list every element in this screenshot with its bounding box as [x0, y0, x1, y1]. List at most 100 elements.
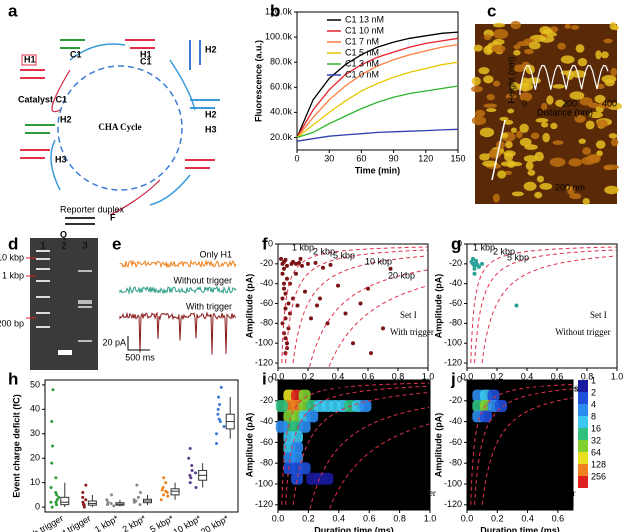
inset-tick: 400 [602, 98, 617, 108]
strand-label: H3 [205, 124, 217, 134]
afm-grain [552, 84, 565, 89]
guide-curve [474, 388, 573, 505]
point [297, 260, 301, 265]
series-line [296, 43, 459, 138]
annotation: With trigger [390, 327, 434, 337]
scale-line [491, 119, 506, 181]
y-tick-label: -20 [449, 258, 462, 268]
y-tick-label: 0 [35, 501, 40, 511]
band [78, 306, 92, 308]
afm-grain [513, 49, 521, 56]
point [51, 388, 55, 392]
point [109, 501, 113, 505]
afm-grain [528, 41, 541, 50]
x-tick-label: 0.2 [491, 371, 504, 381]
x-tick-label: 90 [389, 153, 399, 163]
point [343, 311, 348, 316]
guide-curve [309, 269, 428, 367]
point [218, 402, 222, 406]
y-tick-label: -60 [260, 437, 273, 447]
colorbar-cell [578, 440, 588, 452]
annotation: 2 kbp [528, 383, 550, 393]
current-trace [119, 285, 237, 295]
annotation: 5 kbp [362, 390, 384, 400]
guide-curve [285, 385, 430, 505]
heat-cell [298, 389, 311, 402]
afm-grain [560, 55, 575, 64]
point [328, 262, 333, 267]
trace-label: Only H1 [199, 249, 232, 259]
point [318, 296, 322, 301]
guide-curve [329, 423, 430, 509]
strand [65, 217, 95, 225]
heat-cell [306, 410, 319, 423]
point [190, 468, 194, 472]
afm-grain [510, 82, 520, 91]
colorbar-label: 4 [591, 399, 596, 409]
colorbar-label: 8 [591, 411, 596, 421]
afm-grain [492, 22, 506, 28]
afm-grain [603, 38, 613, 44]
x-tick-label: 1.0 [424, 513, 437, 523]
y-tick-label: -40 [449, 278, 462, 288]
y-tick-label: -60 [449, 437, 462, 447]
colorbar-cell [578, 404, 588, 416]
afm-grain [595, 50, 602, 60]
x-tick-label: 0.8 [581, 371, 594, 381]
arrow [50, 139, 61, 191]
legend-label: C1 0 nM [345, 69, 379, 79]
afm-grain [604, 185, 619, 195]
lane-label: 2 [61, 240, 66, 250]
x-tick-label: 0.2 [302, 513, 315, 523]
afm-grain [493, 80, 501, 87]
strand [185, 159, 215, 169]
afm-grain [578, 138, 586, 144]
panel-letter: j [450, 369, 456, 388]
point [300, 263, 304, 268]
point [336, 283, 340, 288]
annotation: 1 kbp [512, 378, 534, 388]
point [321, 265, 325, 270]
afm-grain [525, 161, 534, 171]
panel-letter: c [487, 1, 496, 20]
strand-label: H2 [205, 109, 217, 119]
annotation: 1 kbp [473, 242, 495, 252]
afm-grain [574, 115, 586, 123]
point [477, 264, 481, 269]
point [132, 498, 136, 502]
annotation: 20 kbp [388, 270, 415, 280]
point [283, 336, 288, 341]
y-tick-label: -20 [449, 395, 462, 405]
series-line [296, 31, 459, 138]
arrow [51, 69, 71, 113]
guide-curve [470, 246, 617, 364]
band [58, 350, 72, 355]
x-tick-label: 1.0 [611, 371, 623, 381]
point [105, 498, 109, 502]
plot-frame [466, 243, 618, 369]
annotation: 10 kbp [365, 256, 392, 266]
band [78, 270, 92, 272]
panel-letter: e [112, 234, 121, 253]
y-tick-label: -100 [255, 338, 273, 348]
catalyst-label: Catalyst C1 [18, 94, 67, 104]
series-line [296, 37, 459, 138]
point [472, 271, 477, 276]
point [81, 490, 85, 494]
point [313, 260, 318, 265]
y-axis-label: Fluorescence (a.u.) [253, 40, 263, 122]
arrow [69, 43, 126, 61]
afm-grain [479, 127, 495, 138]
afm-grain [513, 64, 525, 72]
afm-grain [577, 58, 588, 67]
y-axis-label: Event charge deficit (fC) [11, 394, 21, 498]
annotation: 2 kbp [493, 246, 515, 256]
x-axis-label: Time (min) [355, 165, 400, 175]
afm-grain [501, 161, 514, 167]
colorbar-label: 16 [591, 423, 601, 433]
arrow [109, 179, 161, 216]
cycle-circle [57, 65, 183, 191]
point [282, 286, 286, 291]
plot-frame [466, 379, 574, 511]
point [166, 494, 170, 498]
